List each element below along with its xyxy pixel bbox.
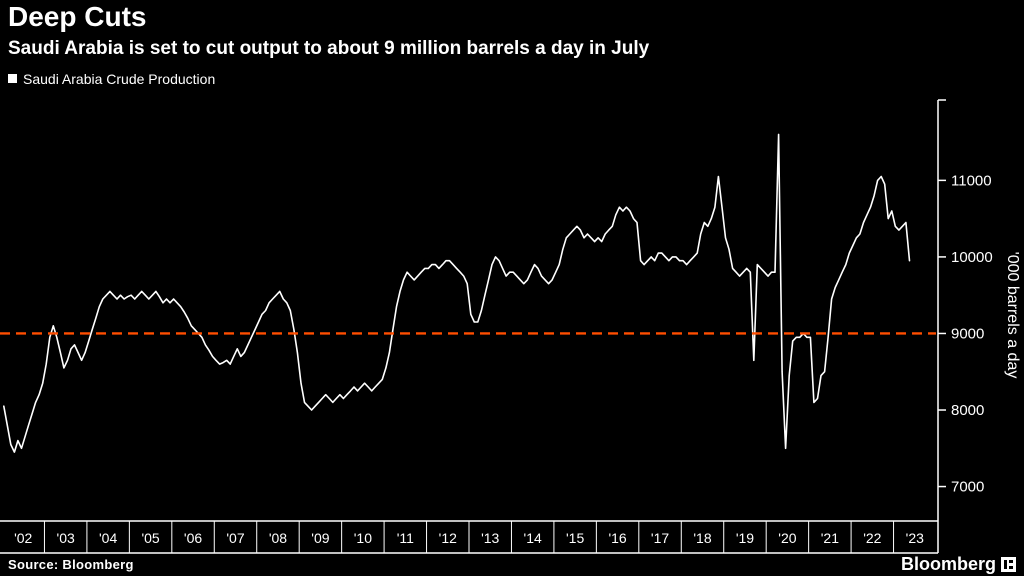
x-tick-label: '05 [141,530,159,546]
x-tick-label: '19 [736,530,754,546]
x-tick-label: '09 [311,530,329,546]
x-tick-label: '15 [566,530,584,546]
x-tick-label: '22 [863,530,881,546]
source-label: Source: Bloomberg [8,557,134,572]
x-tick-label: '11 [397,530,414,546]
x-tick-label: '20 [778,530,796,546]
bloomberg-logo: Bloomberg [901,554,1016,575]
x-tick-label: '14 [524,530,542,546]
y-tick-label: 10000 [951,249,993,266]
x-tick-label: '21 [821,530,839,546]
y-tick-label: 11000 [951,172,992,189]
x-tick-label: '08 [269,530,287,546]
y-tick-label: 8000 [951,402,984,419]
x-tick-label: '10 [354,530,372,546]
x-tick-label: '02 [14,530,32,546]
chart-header: Deep Cuts Saudi Arabia is set to cut out… [8,1,650,87]
y-tick-label: 7000 [951,479,984,496]
bloomberg-wordmark: Bloomberg [900,554,996,574]
legend-label: Saudi Arabia Crude Production [23,70,216,87]
x-tick-label: '16 [608,530,626,546]
x-tick-label: '04 [99,530,117,546]
y-tick-label: 9000 [951,325,984,342]
x-tick-label: '03 [57,530,75,546]
x-tick-label: '12 [439,530,457,546]
x-tick-label: '06 [184,530,202,546]
production-line [2,133,911,453]
bloomberg-logo-icon [1001,557,1016,572]
x-tick-label: '23 [906,530,924,546]
legend: Saudi Arabia Crude Production [8,71,649,87]
x-tick-label: '17 [651,530,669,546]
x-tick-label: '07 [226,530,244,546]
x-tick-label: '18 [693,530,711,546]
chart-footer: Source: Bloomberg Bloomberg [0,554,1024,575]
chart-title: Deep Cuts [8,1,147,32]
chart-subtitle: Saudi Arabia is set to cut output to abo… [8,37,650,59]
x-tick-label: '13 [481,530,499,546]
legend-swatch-icon [8,74,17,84]
y-axis-title: '000 barrels a day [1004,252,1021,379]
